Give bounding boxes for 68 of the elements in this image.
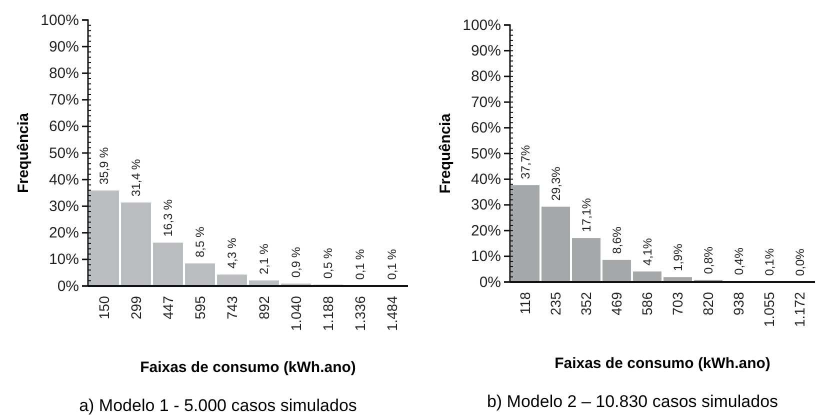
x-tick-label: 235 bbox=[548, 292, 564, 316]
data-label: 0,1 % bbox=[385, 248, 399, 280]
x-tick-label: 820 bbox=[700, 292, 716, 316]
text: b) Modelo 2 – 10.830 casos simulados bbox=[486, 392, 778, 411]
x-tick-label: 595 bbox=[192, 296, 208, 320]
data-label: 0,5 % bbox=[321, 248, 335, 279]
y-tick-label: 50% bbox=[48, 144, 79, 162]
x-tick-label: 469 bbox=[608, 292, 625, 316]
y-tick-label: 10% bbox=[470, 248, 501, 266]
y-tick-label: 80% bbox=[48, 65, 79, 82]
y-axis-title: Frequência bbox=[437, 112, 454, 194]
data-label: 0,1% bbox=[762, 248, 776, 276]
x-tick-label: 118 bbox=[517, 292, 534, 314]
y-tick-label: 30% bbox=[470, 196, 501, 214]
x-tick-label: 447 bbox=[160, 296, 176, 320]
data-label: 0,9 % bbox=[289, 246, 303, 278]
data-label: 4,1% bbox=[640, 238, 654, 266]
y-tick-label: 90% bbox=[48, 38, 79, 56]
y-tick-label: 10% bbox=[48, 251, 79, 268]
y-tick-label: 60% bbox=[48, 118, 79, 136]
y-tick-label: 70% bbox=[470, 94, 501, 111]
x-axis-title: Faixas de consumo (kWh.ano) bbox=[554, 355, 770, 372]
data-label: 0,0% bbox=[792, 248, 807, 276]
text: a) Modelo 1 - 5.000 casos simulados bbox=[79, 396, 357, 415]
data-label: 35,9 % bbox=[97, 146, 111, 185]
x-tick-label: 703 bbox=[670, 292, 686, 316]
x-tick-label: 1.484 bbox=[384, 296, 400, 332]
x-tick-label: 1.188 bbox=[320, 296, 336, 332]
x-tick-label: 150 bbox=[96, 296, 112, 320]
x-tick-label: 352 bbox=[578, 292, 594, 316]
data-label: 16,3 % bbox=[161, 198, 175, 237]
data-label: 2,1 % bbox=[257, 243, 271, 274]
y-tick-label: 70% bbox=[48, 92, 79, 109]
y-tick-label: 40% bbox=[470, 171, 501, 188]
y-tick-label: 80% bbox=[470, 68, 501, 86]
x-tick-label: 1.172 bbox=[792, 292, 808, 328]
y-tick-label: 30% bbox=[48, 198, 79, 215]
x-tick-label: 938 bbox=[730, 292, 747, 316]
data-label: 29,3% bbox=[548, 166, 563, 201]
y-tick-label: 90% bbox=[470, 42, 501, 60]
x-tick-label: 743 bbox=[224, 296, 240, 320]
y-tick-label: 20% bbox=[48, 224, 79, 242]
data-label: 1,9% bbox=[670, 243, 685, 272]
data-label: 0,4% bbox=[732, 247, 746, 275]
data-label: 0,8% bbox=[701, 246, 716, 274]
y-tick-label: 60% bbox=[470, 120, 501, 137]
y-axis-title: Frequência bbox=[15, 112, 32, 194]
x-tick-label: 586 bbox=[639, 292, 656, 316]
y-tick-label: 0% bbox=[57, 278, 79, 295]
y-tick-label: 20% bbox=[470, 222, 501, 240]
y-tick-label: 0% bbox=[479, 274, 501, 291]
data-label: 8,5 % bbox=[193, 226, 207, 258]
y-tick-label: 100% bbox=[40, 12, 79, 29]
data-label: 17,1% bbox=[579, 198, 594, 232]
x-axis-title: Faixas de consumo (kWh.ano) bbox=[140, 359, 356, 376]
x-tick-label: 892 bbox=[256, 296, 272, 320]
data-label: 37,7% bbox=[518, 144, 532, 180]
data-label: 31,4 % bbox=[129, 158, 143, 196]
x-tick-label: 1.040 bbox=[288, 296, 304, 332]
data-label: 4,3 % bbox=[225, 238, 239, 269]
data-label: 8,6% bbox=[610, 226, 624, 254]
data-label: 0,1 % bbox=[353, 248, 367, 280]
y-tick-label: 40% bbox=[48, 171, 79, 188]
x-tick-label: 1.055 bbox=[761, 292, 778, 328]
x-tick-label: 1.336 bbox=[352, 296, 368, 332]
y-tick-label: 50% bbox=[470, 145, 501, 162]
x-tick-label: 299 bbox=[128, 296, 144, 320]
y-tick-label: 100% bbox=[462, 16, 501, 34]
